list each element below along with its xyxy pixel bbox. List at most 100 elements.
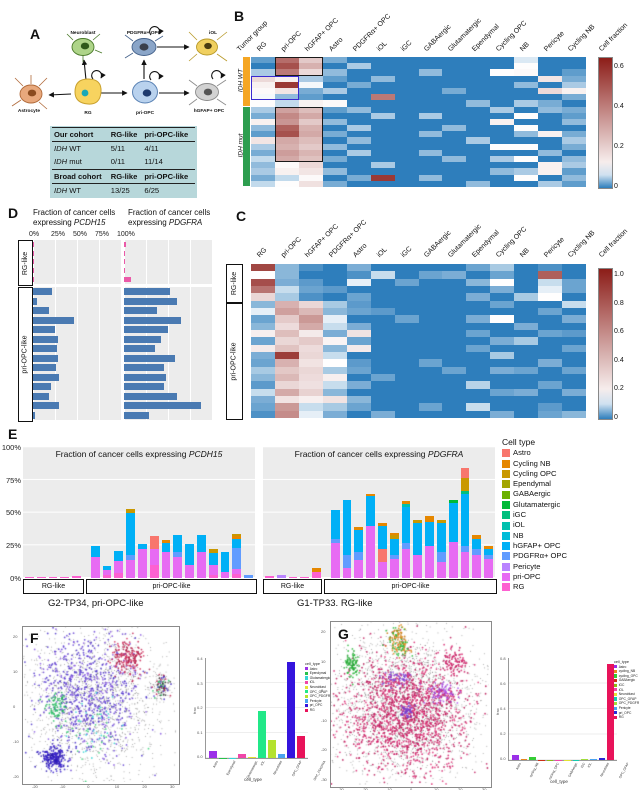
- heatmap-cell: [442, 149, 467, 157]
- legend-label: Cycling NB: [513, 458, 551, 468]
- heatmap-cell: [370, 63, 395, 70]
- bar-row: [124, 287, 212, 297]
- stacked-bar: [413, 519, 423, 578]
- heatmap-cell: [490, 174, 515, 181]
- heatmap-cell: [418, 396, 443, 404]
- heatmap-cell: [514, 180, 539, 187]
- heatmap-cell: [370, 174, 395, 181]
- heatmap-cell: [298, 125, 323, 132]
- heatmap-cell: [274, 330, 299, 338]
- bar-xtick: iOL: [586, 762, 593, 769]
- heatmap-cell: [514, 100, 539, 107]
- bar-row: [124, 266, 212, 275]
- legend-item: Ependymal: [305, 671, 332, 676]
- stacked-bar: [448, 500, 458, 578]
- heatmap-cell: [322, 308, 347, 316]
- legend-item: Pericyte: [305, 699, 332, 704]
- heatmap-cell: [562, 69, 586, 76]
- heatmap-cell: [370, 264, 395, 272]
- heatmap-cell: [490, 168, 515, 175]
- heatmap-cell: [514, 359, 539, 367]
- bar-segment-cycling-nb: [366, 493, 376, 497]
- column-label: iOL: [375, 246, 389, 259]
- fraction-bar: [33, 307, 49, 315]
- heatmap-cell: [562, 264, 586, 272]
- heatmap-cell: [251, 330, 275, 338]
- heatmap-cell: [442, 403, 467, 411]
- tick-label: 0: [321, 688, 324, 694]
- heatmap-cell: [322, 106, 347, 113]
- heatmap-cell: [514, 381, 539, 389]
- stacked-bar: [366, 493, 376, 578]
- legend-swatch: [305, 676, 309, 680]
- tumor-group-idh-wt: [243, 57, 250, 106]
- heatmap-cell: [322, 388, 347, 396]
- heatmap-cell: [538, 293, 563, 301]
- heatmap-cell: [346, 286, 371, 294]
- heatmap-cell: [394, 81, 419, 88]
- legend-label: Pericyte: [513, 561, 541, 571]
- heatmap-cell: [490, 300, 515, 308]
- stacked-bar: [220, 552, 230, 578]
- heatmap-cell: [370, 388, 395, 396]
- heatmap-cell: [322, 69, 347, 76]
- heatmap-cell: [442, 143, 467, 150]
- heatmap-cell: [490, 143, 515, 150]
- legend-label: cycling_NB: [618, 669, 636, 674]
- heatmap-cell: [298, 69, 323, 76]
- heatmap-cell: [274, 106, 299, 113]
- pdgfra-opc-cell: [124, 34, 164, 59]
- legend-swatch: [614, 702, 618, 706]
- heatmap-cell: [442, 106, 467, 113]
- bar-segment-pri-opc: [448, 541, 458, 578]
- heatmap-cell: [538, 87, 563, 95]
- caption-g2-tp34: G2-TP34, pri-OPC-like: [48, 598, 144, 609]
- heatmap-cell: [442, 264, 467, 272]
- heatmap-cell: [418, 271, 443, 279]
- heatmap-cell: [418, 137, 443, 144]
- heatmap-cell: [562, 374, 586, 382]
- bar-segment-cycling-nb: [401, 501, 411, 504]
- heatmap-c: [251, 264, 586, 418]
- heatmap-cell: [370, 381, 395, 389]
- legend-item: Pericyte: [614, 706, 639, 711]
- heatmap-cell: [562, 359, 586, 367]
- bar-ytick: 0.2: [197, 705, 203, 710]
- colorbar-tick: 0: [614, 183, 618, 190]
- heatmap-cell: [274, 112, 299, 119]
- heatmap-cell: [251, 180, 275, 187]
- column-label: RG: [256, 40, 269, 53]
- fraction-bar: [33, 383, 51, 391]
- heatmap-cell: [538, 137, 563, 144]
- heatmap-cell: [514, 337, 539, 345]
- column-label: RG: [256, 246, 269, 259]
- stacked-bar: [232, 533, 242, 578]
- heatmap-cell: [370, 94, 395, 101]
- bar-segment-pri-opc: [342, 567, 352, 578]
- heatmap-cell: [322, 366, 347, 374]
- fraction-bar: [33, 250, 34, 256]
- bar-row: [33, 354, 121, 364]
- heatmap-cell: [370, 300, 395, 308]
- fraction-bar: [124, 316, 182, 324]
- heatmap-cell: [466, 168, 491, 175]
- legend-item: Astro: [614, 665, 639, 670]
- legend-item: Glutamatergic: [305, 676, 332, 681]
- legend-label: Neuroblast: [309, 684, 326, 689]
- bar-pericyte: [590, 758, 597, 760]
- heatmap-cell: [466, 75, 491, 82]
- legend-item: Glutamatergic: [502, 500, 567, 510]
- panel-e-left-group-pri: pri-OPC-like: [86, 579, 257, 594]
- heatmap-cell: [394, 162, 419, 169]
- heatmap-cell: [418, 125, 443, 132]
- heatmap-cell: [274, 131, 299, 138]
- tick-label: -20: [321, 747, 327, 753]
- panel-e-right-group-rg: RG-like: [263, 579, 322, 594]
- bar-segment-cycling-nb: [161, 540, 171, 543]
- bar-astro: [512, 754, 519, 760]
- heatmap-cell: [346, 359, 371, 367]
- tick-label: 10: [114, 784, 120, 789]
- stacked-bar: [265, 576, 274, 578]
- panel-d-group-rg-like: RG-like: [18, 240, 33, 286]
- heatmap-cell: [274, 174, 299, 181]
